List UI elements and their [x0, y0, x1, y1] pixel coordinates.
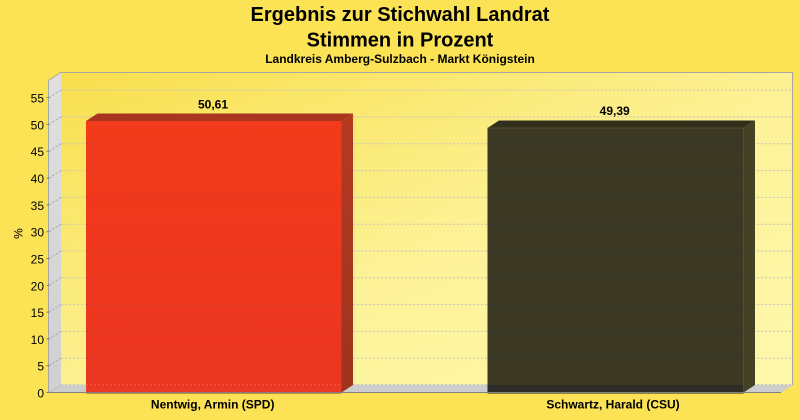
- svg-text:0: 0: [37, 387, 44, 401]
- svg-text:%: %: [12, 228, 26, 239]
- svg-text:15: 15: [31, 306, 45, 320]
- svg-text:50: 50: [31, 118, 45, 132]
- svg-text:45: 45: [31, 145, 45, 159]
- svg-text:Ergebnis zur Stichwahl Landrat: Ergebnis zur Stichwahl Landrat: [251, 4, 550, 26]
- svg-text:49,39: 49,39: [600, 104, 630, 118]
- svg-text:30: 30: [31, 226, 45, 240]
- svg-text:25: 25: [31, 253, 45, 267]
- svg-text:Landkreis Amberg-Sulzbach - Ma: Landkreis Amberg-Sulzbach - Markt Königs…: [265, 52, 535, 66]
- svg-text:Nentwig, Armin (SPD): Nentwig, Armin (SPD): [151, 397, 275, 411]
- svg-text:10: 10: [31, 333, 45, 347]
- svg-text:Schwartz, Harald (CSU): Schwartz, Harald (CSU): [546, 397, 679, 411]
- svg-text:Stimmen in Prozent: Stimmen in Prozent: [307, 30, 494, 52]
- svg-text:20: 20: [31, 279, 45, 293]
- svg-text:50,61: 50,61: [198, 98, 228, 112]
- svg-text:35: 35: [31, 199, 45, 213]
- svg-text:55: 55: [31, 92, 45, 106]
- svg-text:40: 40: [31, 172, 45, 186]
- svg-text:5: 5: [37, 360, 44, 374]
